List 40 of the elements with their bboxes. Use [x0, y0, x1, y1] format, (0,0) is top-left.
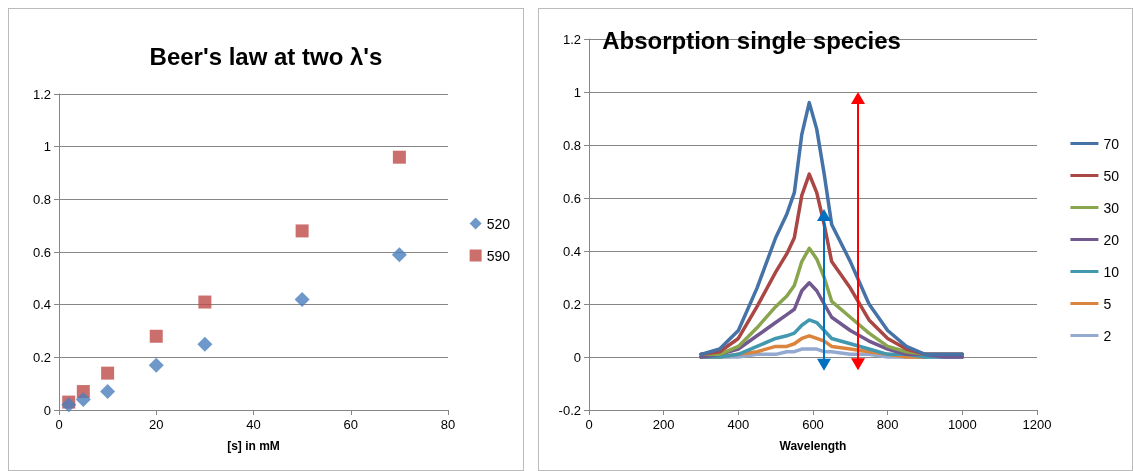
y-tick-label: 0.4 — [562, 243, 581, 259]
legend-label: 20 — [1103, 231, 1120, 248]
legend-label: 520 — [486, 215, 511, 232]
chart-title: Beer's law at two λ's — [149, 42, 383, 70]
legend-label: 5 — [1103, 295, 1112, 312]
y-tick-label: 0.6 — [32, 244, 51, 260]
y-tick-label: 0.8 — [562, 137, 581, 153]
legend-label: 590 — [486, 247, 511, 264]
x-tick-label: 1200 — [1022, 417, 1052, 432]
y-tick-label: 1.2 — [32, 86, 51, 102]
y-tick-label: 1 — [43, 139, 51, 155]
x-tick-label: 400 — [727, 417, 750, 432]
x-tick-label: 200 — [652, 417, 675, 432]
y-tick-label: 0.6 — [562, 190, 581, 206]
y-tick-label: 0.2 — [32, 349, 51, 365]
legend-label: 10 — [1103, 263, 1120, 280]
y-tick-label: 0.2 — [562, 296, 581, 312]
legend-label: 50 — [1103, 167, 1120, 184]
x-tick-label: 80 — [440, 417, 456, 432]
y-tick-label: 0 — [573, 349, 581, 365]
x-tick-label: 20 — [149, 417, 164, 432]
legend-label: 2 — [1103, 327, 1112, 344]
y-tick-label: 1.2 — [562, 31, 581, 47]
x-axis-title: Wavelength — [779, 439, 847, 453]
x-axis-title: [s] in mM — [227, 439, 280, 453]
y-tick-label: 0 — [43, 402, 51, 418]
x-tick-label: 1000 — [947, 417, 977, 432]
x-tick-label: 60 — [343, 417, 358, 432]
legend-label: 30 — [1103, 199, 1120, 216]
x-tick-label: 0 — [55, 417, 63, 432]
x-tick-label: 40 — [246, 417, 261, 432]
x-tick-label: 800 — [876, 417, 899, 432]
x-tick-label: 600 — [802, 417, 824, 432]
y-tick-label: -0.2 — [558, 402, 581, 418]
legend-label: 70 — [1103, 135, 1120, 152]
chart-title: Absorption single species — [602, 26, 901, 54]
y-tick-label: 0.8 — [32, 191, 51, 207]
x-tick-label: 0 — [585, 417, 593, 432]
y-tick-label: 0.4 — [32, 297, 51, 313]
y-tick-label: 1 — [573, 84, 581, 100]
